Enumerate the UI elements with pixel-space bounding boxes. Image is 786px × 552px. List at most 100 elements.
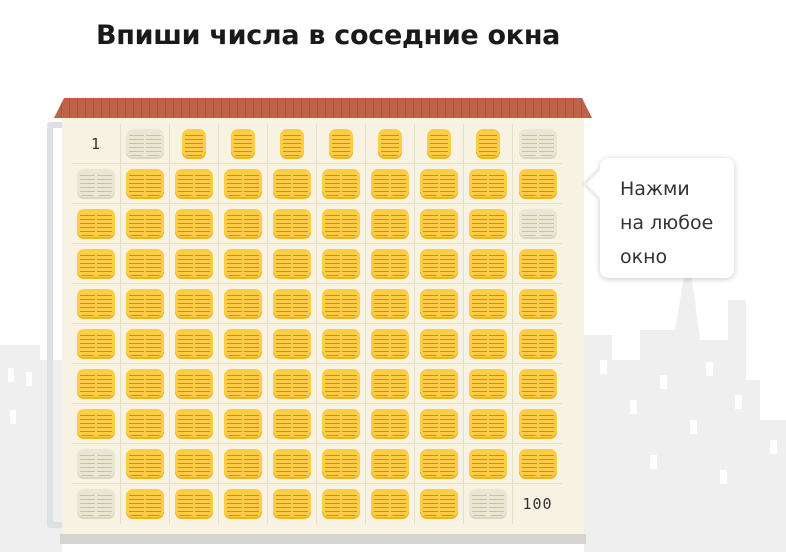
window-cell[interactable] <box>513 164 562 204</box>
window-cell[interactable] <box>464 164 513 204</box>
window-cell[interactable] <box>219 244 268 284</box>
window-cell[interactable] <box>72 364 121 404</box>
window-cell[interactable] <box>219 404 268 444</box>
window-cell[interactable] <box>72 324 121 364</box>
window-cell[interactable] <box>170 164 219 204</box>
window-cell[interactable] <box>170 244 219 284</box>
window-cell[interactable] <box>415 124 464 164</box>
window-cell[interactable] <box>317 124 366 164</box>
window-cell[interactable] <box>513 444 562 484</box>
window-cell[interactable] <box>121 484 170 524</box>
window-cell[interactable] <box>72 404 121 444</box>
window-cell[interactable] <box>366 484 415 524</box>
window-cell[interactable] <box>170 404 219 444</box>
window-cell[interactable] <box>268 484 317 524</box>
window-cell[interactable] <box>317 484 366 524</box>
window-cell[interactable] <box>415 444 464 484</box>
window-cell[interactable] <box>268 284 317 324</box>
window-cell[interactable] <box>268 164 317 204</box>
window-cell[interactable] <box>415 284 464 324</box>
window-cell[interactable] <box>170 124 219 164</box>
window-cell[interactable] <box>268 364 317 404</box>
window-cell[interactable] <box>464 484 513 524</box>
window-cell[interactable] <box>72 204 121 244</box>
window-cell[interactable] <box>121 404 170 444</box>
window-cell[interactable] <box>72 244 121 284</box>
window-cell[interactable] <box>366 324 415 364</box>
window-cell[interactable] <box>317 444 366 484</box>
window-cell[interactable] <box>268 404 317 444</box>
window-cell[interactable] <box>464 444 513 484</box>
window-cell[interactable] <box>415 364 464 404</box>
window-cell[interactable] <box>72 444 121 484</box>
window-cell[interactable] <box>219 444 268 484</box>
window-cell[interactable] <box>464 364 513 404</box>
window-cell[interactable] <box>464 284 513 324</box>
window-cell[interactable] <box>268 324 317 364</box>
window-cell[interactable] <box>513 284 562 324</box>
window-cell[interactable] <box>513 124 562 164</box>
window-cell[interactable] <box>219 164 268 204</box>
window-cell[interactable] <box>415 204 464 244</box>
window-cell[interactable] <box>464 204 513 244</box>
window-cell[interactable] <box>415 164 464 204</box>
window-cell[interactable] <box>170 284 219 324</box>
window-cell[interactable] <box>513 324 562 364</box>
window-cell[interactable] <box>464 124 513 164</box>
window-cell[interactable] <box>170 324 219 364</box>
window-cell[interactable] <box>366 124 415 164</box>
window-cell[interactable] <box>366 364 415 404</box>
window-cell[interactable] <box>268 244 317 284</box>
window-cell[interactable] <box>170 484 219 524</box>
window-cell[interactable] <box>464 324 513 364</box>
window-cell[interactable] <box>317 164 366 204</box>
window-cell[interactable] <box>219 484 268 524</box>
window-cell[interactable] <box>268 204 317 244</box>
window-cell[interactable] <box>170 204 219 244</box>
window-cell[interactable] <box>317 244 366 284</box>
window-cell[interactable] <box>121 444 170 484</box>
window-cell[interactable] <box>121 364 170 404</box>
window-cell[interactable] <box>366 204 415 244</box>
window-cell[interactable] <box>268 124 317 164</box>
window-cell[interactable] <box>121 124 170 164</box>
window-cell[interactable] <box>415 484 464 524</box>
window-cell[interactable] <box>513 244 562 284</box>
window-cell[interactable] <box>366 244 415 284</box>
window-cell[interactable] <box>170 364 219 404</box>
window-cell[interactable] <box>121 164 170 204</box>
window-cell[interactable] <box>170 444 219 484</box>
window-cell[interactable] <box>121 244 170 284</box>
window-cell[interactable] <box>366 164 415 204</box>
window-cell[interactable] <box>121 204 170 244</box>
window-cell[interactable] <box>366 284 415 324</box>
window-cell[interactable] <box>219 204 268 244</box>
window-cell[interactable] <box>317 364 366 404</box>
window-cell[interactable] <box>415 404 464 444</box>
window-cell[interactable] <box>513 364 562 404</box>
window-cell[interactable] <box>513 204 562 244</box>
window-cell[interactable] <box>219 124 268 164</box>
window-cell[interactable] <box>121 284 170 324</box>
window-cell[interactable] <box>317 204 366 244</box>
window-cell[interactable]: 1 <box>72 124 121 164</box>
window-cell[interactable] <box>219 364 268 404</box>
window-cell[interactable] <box>121 324 170 364</box>
window-cell[interactable] <box>72 484 121 524</box>
window-cell[interactable] <box>415 324 464 364</box>
window-cell[interactable] <box>464 404 513 444</box>
window-cell[interactable] <box>219 324 268 364</box>
window-cell[interactable] <box>464 244 513 284</box>
window-cell[interactable] <box>72 284 121 324</box>
window-cell[interactable] <box>366 404 415 444</box>
window-cell[interactable] <box>317 404 366 444</box>
window-cell[interactable] <box>72 164 121 204</box>
window-cell[interactable] <box>317 324 366 364</box>
window-cell[interactable] <box>415 244 464 284</box>
window-cell[interactable] <box>219 284 268 324</box>
window-cell[interactable] <box>317 284 366 324</box>
window-cell[interactable] <box>513 404 562 444</box>
window-cell[interactable] <box>366 444 415 484</box>
window-cell[interactable]: 100 <box>513 484 562 524</box>
window-cell[interactable] <box>268 444 317 484</box>
